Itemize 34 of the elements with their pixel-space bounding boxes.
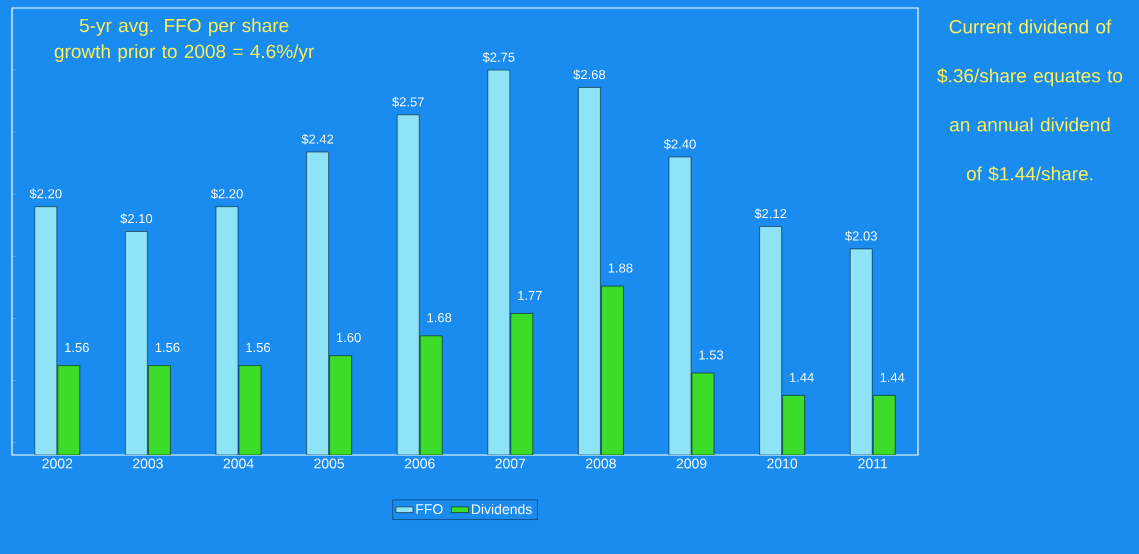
x-tick-label: 2003 <box>133 458 163 469</box>
x-tick-label: 2011 <box>858 458 888 469</box>
data-label: 1.56 <box>155 342 180 353</box>
data-label: 1.88 <box>608 263 633 273</box>
data-label: $2.20 <box>29 188 62 200</box>
data-label: $2.03 <box>845 230 877 242</box>
data-label: $2.40 <box>663 138 696 150</box>
data-label: $2.75 <box>482 52 515 63</box>
x-tick-label: 2004 <box>223 458 254 469</box>
data-label: 1.60 <box>336 332 361 343</box>
data-label: $2.57 <box>392 96 424 108</box>
data-label: 1.44 <box>880 372 905 382</box>
data-label: 1.56 <box>65 342 89 353</box>
data-label: $2.68 <box>573 69 606 80</box>
data-label: 1.77 <box>518 290 542 300</box>
x-tick-label: 2005 <box>314 458 345 469</box>
x-tick-label: 2007 <box>495 458 526 469</box>
data-label: $2.42 <box>301 133 334 145</box>
data-label: 1.44 <box>789 372 814 382</box>
data-label: 1.53 <box>699 350 724 360</box>
annotation: 5-yr avg. FFO per share growth prior to 2008 = 4.6%/yr <box>54 18 314 62</box>
x-tick-label: 2006 <box>404 458 435 469</box>
x-tick-label: 2002 <box>42 458 73 469</box>
data-label: $2.12 <box>754 208 787 219</box>
data-label: $2.10 <box>120 213 153 224</box>
legend-label: FFO <box>416 504 443 514</box>
data-label: 1.68 <box>427 313 452 323</box>
text: Current dividend of $.36/share equates to an annual dividend of $1.44/share. <box>937 19 1123 182</box>
data-label: 1.56 <box>246 342 271 353</box>
legend-label: Dividends <box>471 503 532 515</box>
x-tick-label: 2008 <box>586 458 616 469</box>
data-label: $2.20 <box>210 188 243 200</box>
x-tick-label: 2010 <box>767 458 798 469</box>
x-tick-label: 2009 <box>676 458 707 469</box>
